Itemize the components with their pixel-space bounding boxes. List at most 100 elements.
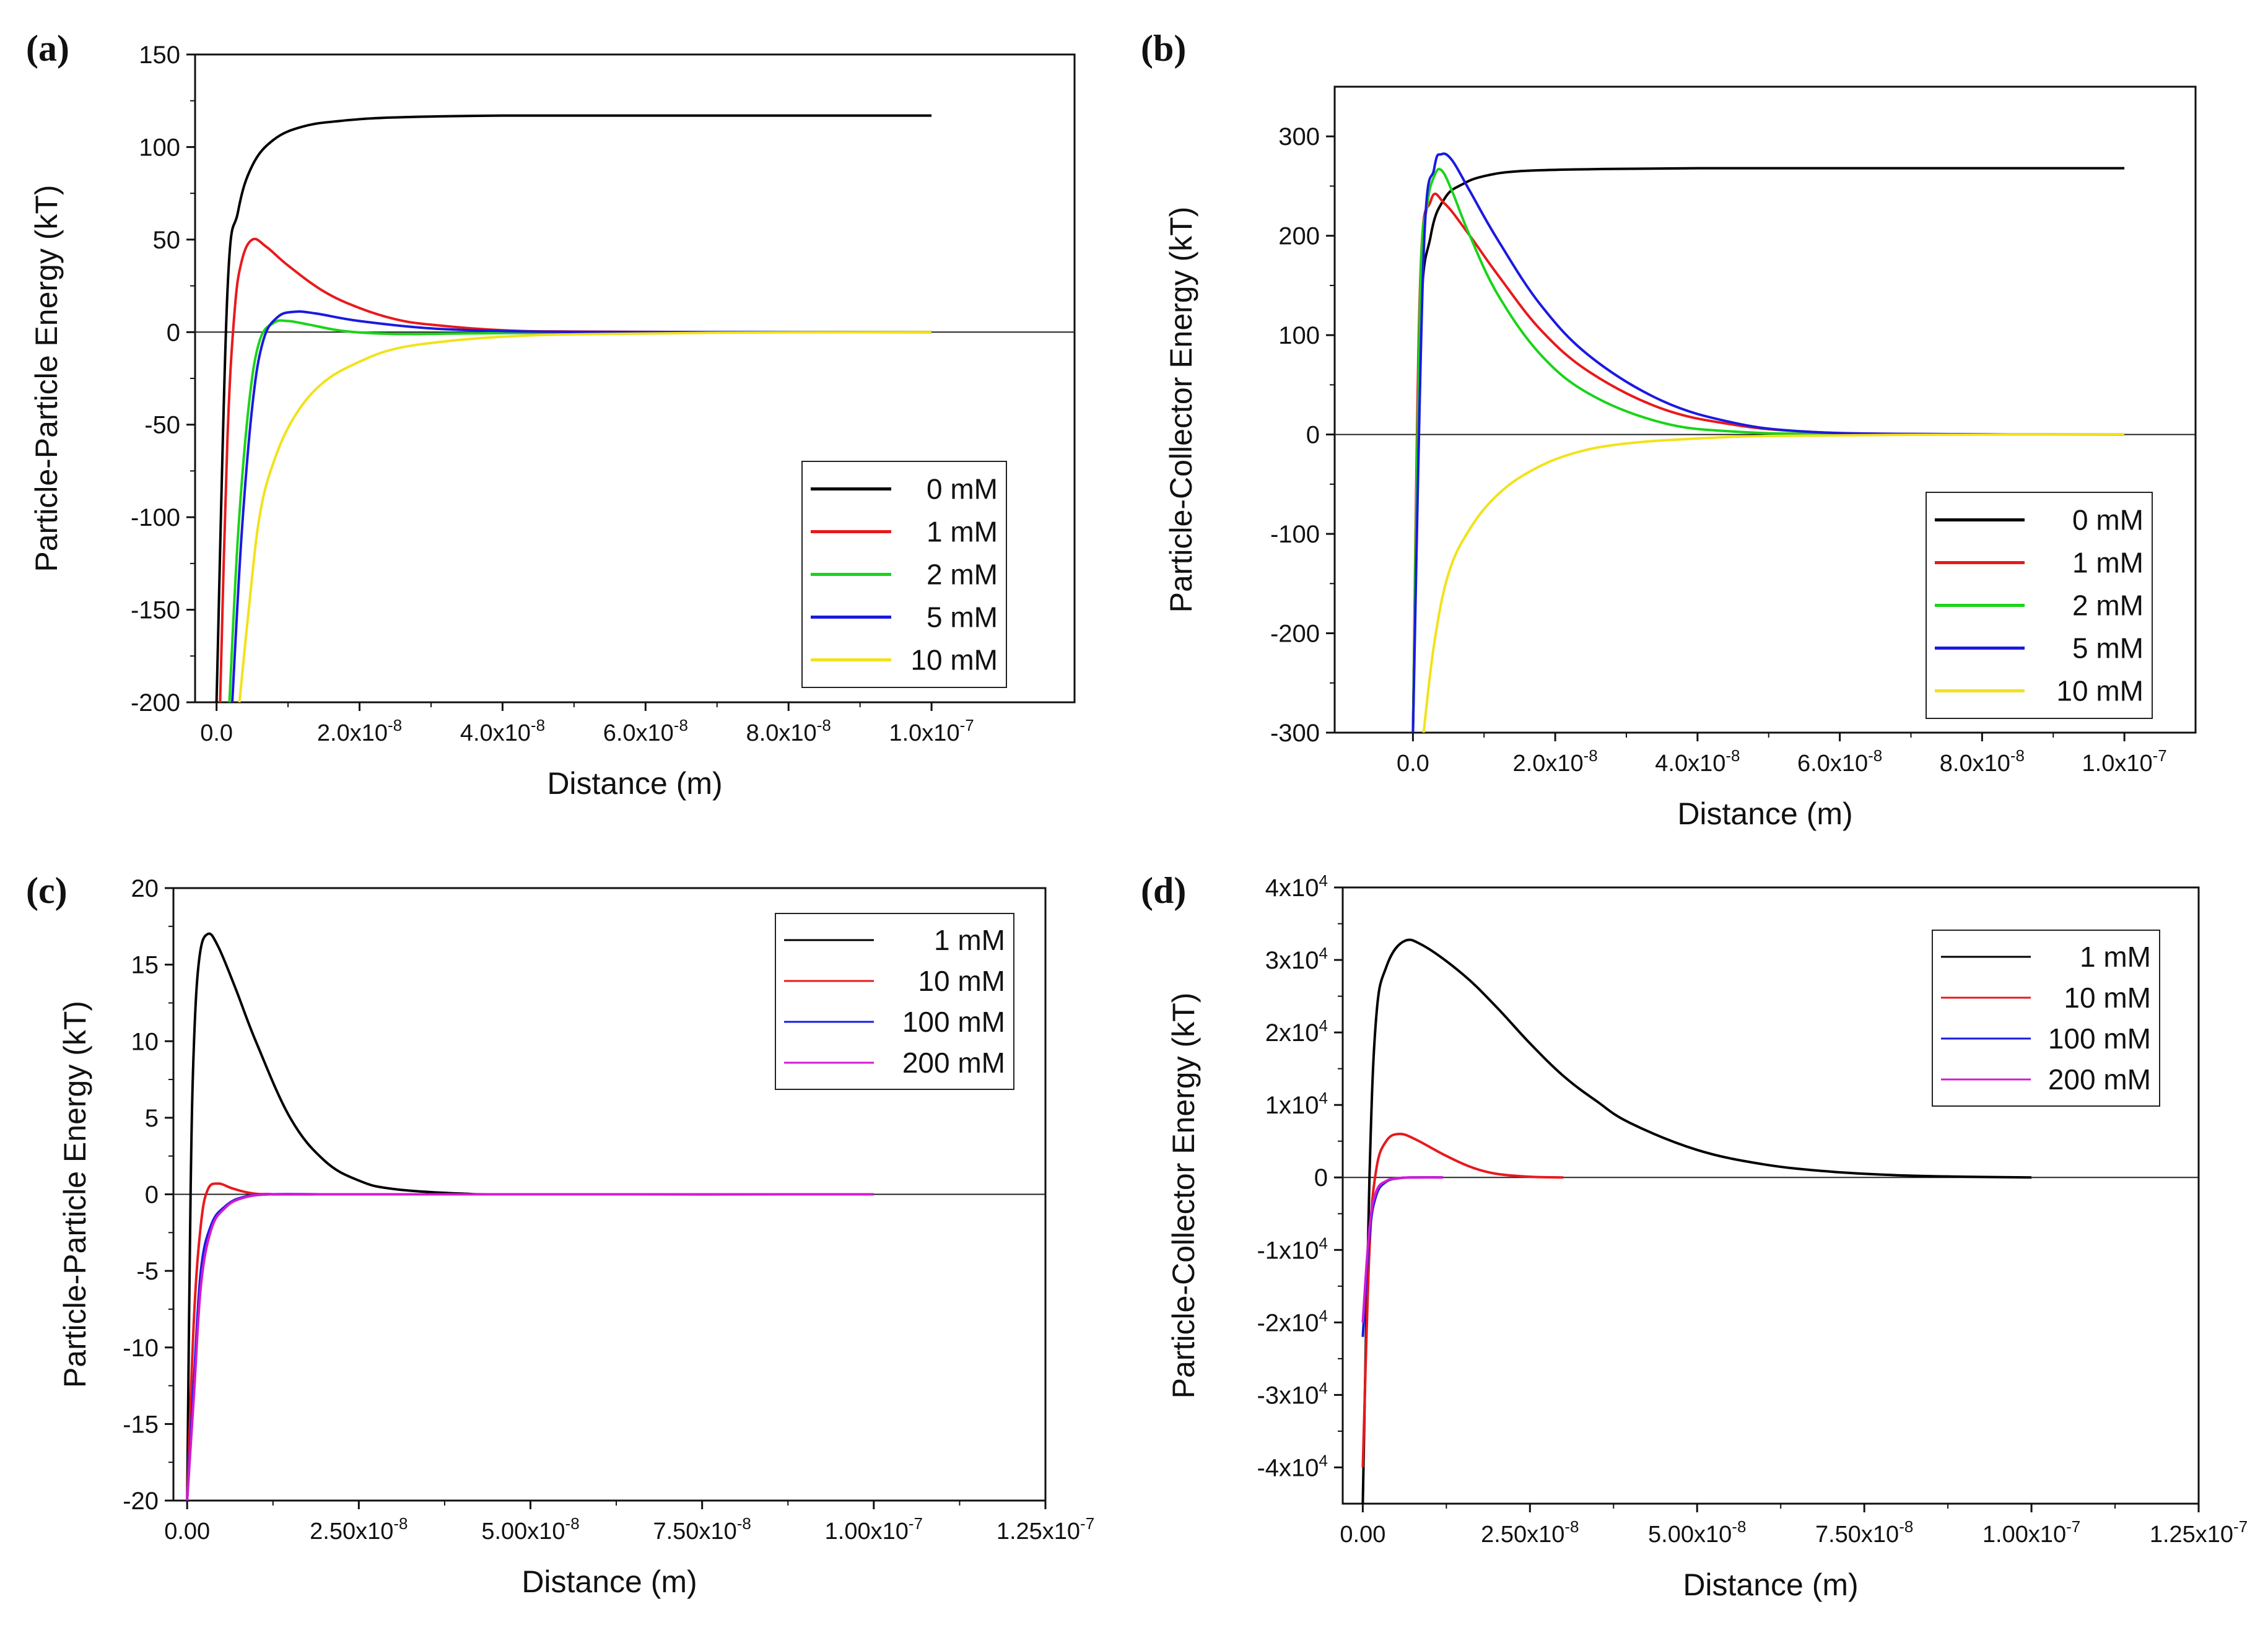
series-line-b-4 — [1422, 433, 2125, 733]
y-tick-label-a: 100 — [139, 134, 180, 161]
y-axis-title-a: Particle-Particle Energy (kT) — [29, 185, 64, 572]
legend-label-d: 10 mM — [2064, 982, 2151, 1014]
x-tick-label-a: 4.0x10-8 — [460, 716, 545, 746]
legend-box-c — [775, 913, 1014, 1090]
x-tick-label-b: 0.0 — [1397, 751, 1429, 777]
series-line-d-3 — [1361, 1176, 1444, 1323]
y-tick-label-b: 0 — [1306, 422, 1320, 449]
panel-label-d: (d) — [1141, 870, 1186, 911]
x-tick-label-b: 6.0x10-8 — [1797, 746, 1882, 777]
y-tick-label-d: -2x104 — [1257, 1306, 1328, 1336]
plot-frame-d — [1341, 886, 2200, 1505]
x-tick-label-b: 4.0x10-8 — [1655, 746, 1740, 777]
legend-label-c: 10 mM — [918, 965, 1005, 997]
plot-frame-b — [1333, 85, 2197, 734]
x-tick-label-b: 8.0x10-8 — [1940, 746, 2025, 777]
y-tick-label-a: 150 — [139, 41, 180, 69]
legend-label-b: 0 mM — [2072, 504, 2144, 536]
legend-label-a: 1 mM — [927, 516, 998, 548]
legend-box-d — [1932, 930, 2160, 1107]
series-line-a-0 — [215, 114, 932, 702]
x-tick-label-c: 7.50x10-8 — [653, 1514, 751, 1545]
x-tick-label-a: 1.0x10-7 — [889, 716, 974, 746]
legend-label-a: 0 mM — [927, 473, 998, 505]
y-tick-label-d: 1x104 — [1265, 1089, 1328, 1119]
legend-label-b: 1 mM — [2072, 547, 2144, 579]
y-tick-label-c: 10 — [131, 1028, 159, 1055]
panel-label-a: (a) — [26, 28, 69, 69]
y-tick-label-b: -100 — [1270, 521, 1320, 548]
y-axis-title-d: Particle-Collector Energy (kT) — [1166, 993, 1201, 1399]
chart-panel-c: (c) 0.00 2.50x10-8 5.00x10-8 7.50x10-8 1.00x1… — [0, 842, 1115, 1627]
legend-label-b: 2 mM — [2072, 590, 2144, 622]
series-line-d-0 — [1361, 938, 2032, 1504]
y-tick-label-a: -150 — [131, 597, 180, 624]
x-tick-label-c: 1.00x10-7 — [825, 1514, 923, 1545]
x-tick-label-a: 0.0 — [200, 720, 233, 746]
x-tick-label-b: 1.0x10-7 — [2082, 746, 2167, 777]
x-axis-title-d: Distance (m) — [1683, 1567, 1858, 1602]
legend-label-d: 1 mM — [2080, 941, 2151, 973]
x-tick-label-c: 2.50x10-8 — [310, 1514, 408, 1545]
x-tick-label-a: 2.0x10-8 — [317, 716, 402, 746]
y-axis-title-b: Particle-Collector Energy (kT) — [1164, 207, 1198, 613]
panel-label-b: (b) — [1141, 28, 1186, 69]
x-tick-label-c: 0.00 — [164, 1519, 210, 1545]
y-tick-label-a: -200 — [131, 689, 180, 717]
x-axis-title-a: Distance (m) — [547, 766, 722, 801]
y-tick-label-c: 15 — [131, 952, 159, 979]
series-line-b-2 — [1411, 168, 2125, 733]
x-tick-label-d: 2.50x10-8 — [1481, 1517, 1579, 1548]
y-tick-label-c: -10 — [123, 1335, 159, 1362]
y-tick-label-d: -4x104 — [1257, 1451, 1328, 1481]
y-tick-label-b: 100 — [1278, 322, 1320, 349]
y-tick-label-c: -15 — [123, 1411, 159, 1438]
y-tick-label-c: 5 — [145, 1105, 159, 1132]
y-tick-label-d: 4x104 — [1265, 871, 1328, 902]
chart-svg-a: (a) 0.0 2.0x10-8 4.0x10-8 6.0x10-8 8.0x10-8 1.… — [26, 28, 1076, 801]
y-tick-label-d: 3x104 — [1265, 944, 1328, 974]
legend-label-c: 100 mM — [902, 1006, 1005, 1038]
chart-panel-b: (b) 0.0 2.0x10-8 4.0x10-8 6.0x10-8 8.0x10-8 1.… — [1115, 0, 2268, 842]
chart-svg-c: (c) 0.00 2.50x10-8 5.00x10-8 7.50x10-8 1.00x1… — [26, 870, 1094, 1599]
y-axis-title-c: Particle-Particle Energy (kT) — [58, 1001, 92, 1388]
x-tick-label-d: 1.00x10-7 — [1982, 1517, 2080, 1548]
y-tick-label-d: 2x104 — [1265, 1016, 1328, 1047]
series-line-a-3 — [231, 310, 932, 702]
y-tick-label-b: 300 — [1278, 123, 1320, 150]
series-line-c-0 — [186, 932, 874, 1501]
x-tick-label-c: 5.00x10-8 — [481, 1514, 579, 1545]
series-line-d-2 — [1361, 1176, 1444, 1337]
x-tick-label-b: 2.0x10-8 — [1513, 746, 1598, 777]
y-tick-label-d: -3x104 — [1257, 1379, 1328, 1409]
y-tick-label-a: -50 — [144, 412, 180, 439]
y-tick-label-b: -300 — [1270, 720, 1320, 747]
x-axis-title-c: Distance (m) — [521, 1564, 697, 1599]
legend-label-c: 1 mM — [934, 924, 1005, 956]
y-tick-label-b: 200 — [1278, 223, 1320, 250]
y-tick-label-a: 0 — [167, 319, 180, 346]
x-tick-label-a: 8.0x10-8 — [746, 716, 831, 746]
y-tick-label-c: 20 — [131, 875, 159, 902]
x-tick-label-c: 1.25x10-7 — [997, 1514, 1094, 1545]
x-tick-label-d: 7.50x10-8 — [1815, 1517, 1913, 1548]
y-tick-label-a: 50 — [153, 227, 181, 254]
chart-svg-d: (d) 0.00 2.50x10-8 5.00x10-8 7.50x10-8 1.00x1… — [1141, 870, 2248, 1602]
y-tick-label-c: 0 — [145, 1182, 159, 1209]
series-line-c-3 — [186, 1193, 874, 1501]
chart-svg-b: (b) 0.0 2.0x10-8 4.0x10-8 6.0x10-8 8.0x10-8 1.… — [1141, 28, 2197, 831]
legend-label-d: 100 mM — [2048, 1022, 2151, 1055]
x-axis-title-b: Distance (m) — [1677, 796, 1852, 831]
legend-label-a: 2 mM — [927, 559, 998, 591]
legend-label-c: 200 mM — [902, 1047, 1005, 1079]
y-tick-label-b: -200 — [1270, 621, 1320, 648]
chart-panel-d: (d) 0.00 2.50x10-8 5.00x10-8 7.50x10-8 1.00x1… — [1115, 842, 2268, 1627]
x-tick-label-d: 0.00 — [1340, 1522, 1385, 1548]
y-tick-label-d: 0 — [1314, 1164, 1328, 1192]
legend-label-d: 200 mM — [2048, 1063, 2151, 1096]
y-tick-label-d: -1x104 — [1257, 1234, 1328, 1264]
y-tick-label-c: -5 — [136, 1258, 159, 1285]
legend-label-a: 5 mM — [927, 601, 998, 634]
panel-label-c: (c) — [26, 870, 68, 911]
legend-label-b: 10 mM — [2056, 675, 2144, 707]
